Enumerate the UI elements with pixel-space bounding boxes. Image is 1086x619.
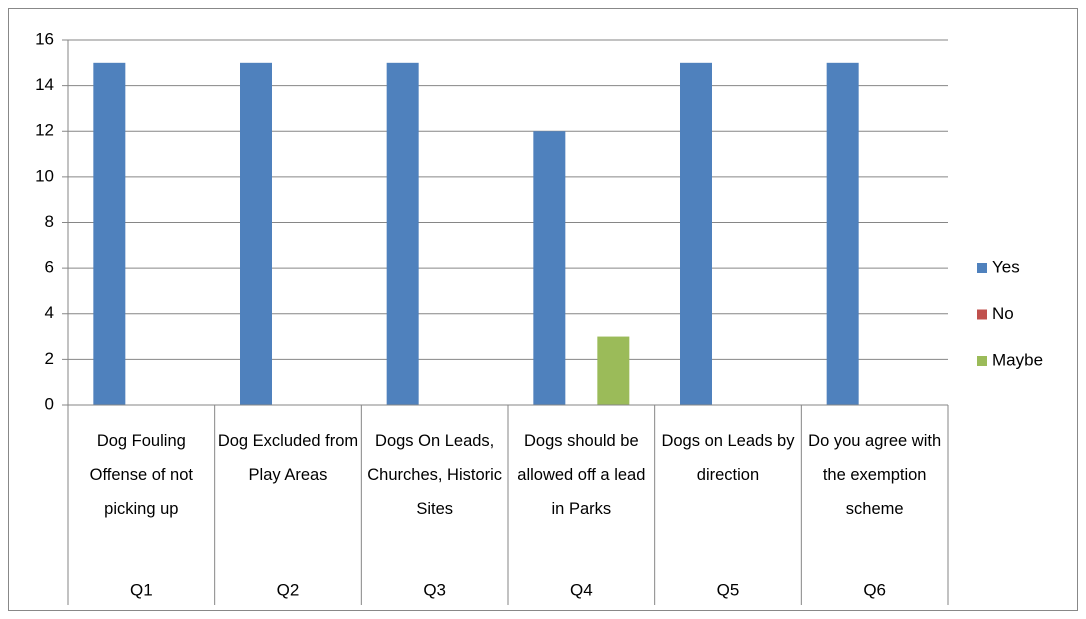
y-tick-label: 2 <box>45 349 54 368</box>
y-tick-label: 10 <box>35 166 54 185</box>
legend-label: Yes <box>992 257 1020 276</box>
x-tick-label: Q4 <box>570 580 593 599</box>
x-tick-label: Q2 <box>277 580 300 599</box>
legend-label: No <box>992 304 1014 323</box>
bar <box>533 131 566 405</box>
legend-swatch <box>977 356 987 366</box>
y-tick-label: 4 <box>45 303 54 322</box>
x-tick-label: Q3 <box>423 580 446 599</box>
category-description: Dog Fouling Offense of not picking up <box>89 432 193 518</box>
y-tick-label: 0 <box>45 394 54 413</box>
y-tick-label: 8 <box>45 212 54 231</box>
legend-label: Maybe <box>992 350 1043 369</box>
y-tick-label: 14 <box>35 75 54 94</box>
y-tick-label: 12 <box>35 121 54 140</box>
bar <box>386 62 419 405</box>
x-tick-label: Q5 <box>717 580 740 599</box>
x-tick-label: Q6 <box>863 580 886 599</box>
y-tick-label: 16 <box>35 29 54 48</box>
bar <box>826 62 859 405</box>
bar <box>597 336 630 405</box>
category-description: Do you agree with the exemption scheme <box>808 432 942 518</box>
category-description: Dogs on Leads by direction <box>661 432 795 484</box>
category-description: Dogs On Leads, Churches, Historic Sites <box>367 432 503 518</box>
category-description: Dogs should be allowed off a lead in Par… <box>517 432 646 518</box>
x-tick-label: Q1 <box>130 580 153 599</box>
bar <box>240 62 272 405</box>
y-tick-label: 6 <box>45 258 54 277</box>
bar <box>93 62 126 405</box>
bar <box>680 62 712 405</box>
category-description: Dog Excluded from Play Areas <box>217 432 359 484</box>
legend-swatch <box>977 309 987 320</box>
legend-swatch <box>977 263 987 273</box>
